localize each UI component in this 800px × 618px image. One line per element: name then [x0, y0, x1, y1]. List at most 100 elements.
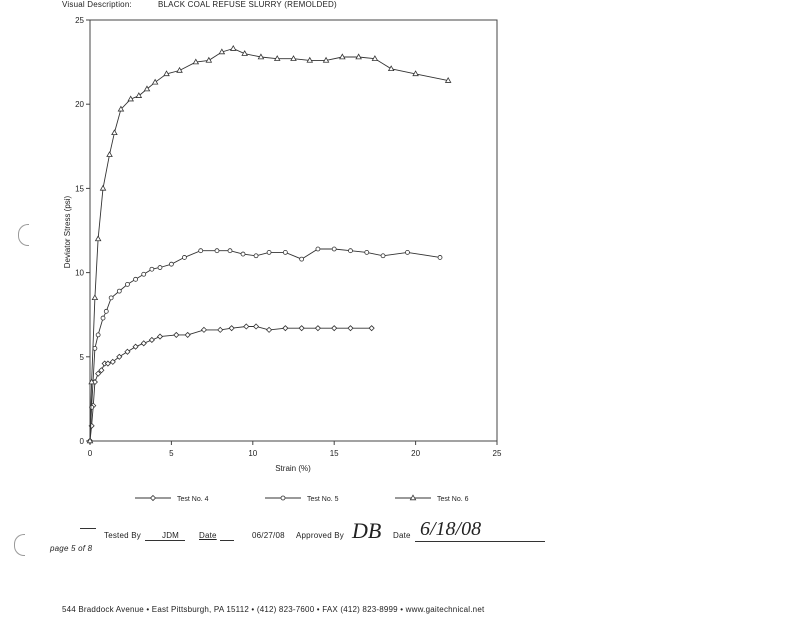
data-point	[229, 45, 237, 51]
y-tick-label: 20	[75, 100, 84, 109]
data-point	[315, 246, 321, 252]
data-point	[95, 332, 101, 338]
data-point	[140, 340, 147, 347]
y-axis-label: Deviator Stress (psi)	[63, 195, 72, 268]
data-point	[299, 256, 305, 262]
series-1	[86, 323, 375, 445]
data-point	[412, 70, 419, 77]
data-point	[173, 331, 180, 338]
data-point	[368, 325, 375, 332]
data-point	[306, 56, 314, 63]
data-point	[92, 345, 98, 351]
data-point	[86, 437, 94, 444]
legend-marker	[149, 494, 157, 502]
data-point	[148, 336, 155, 344]
approved-by-label: Approved By	[296, 531, 345, 540]
data-point	[331, 246, 337, 252]
data-point	[149, 266, 155, 272]
visual-description-value: BLACK COAL REFUSE SLURRY (REMOLDED)	[158, 0, 337, 9]
data-point	[380, 253, 386, 259]
blank-line	[80, 528, 96, 529]
approval-date-label: Date	[393, 531, 411, 540]
legend-label: Test No. 5	[307, 496, 339, 503]
data-point	[217, 326, 224, 333]
legend-item-3: Test No. 6	[395, 494, 469, 503]
legend-marker	[280, 495, 286, 501]
data-point	[253, 253, 259, 259]
series-2	[87, 246, 443, 444]
test-date-line	[220, 540, 234, 541]
legend-item-1: Test No. 4	[135, 494, 209, 503]
data-point	[157, 265, 163, 270]
tested-by-label: Tested By	[104, 531, 141, 540]
data-point	[98, 367, 105, 374]
data-point	[116, 353, 123, 360]
series-line-3	[89, 48, 449, 442]
visual-description-label: Visual Description:	[62, 0, 132, 9]
data-point	[95, 370, 102, 377]
y-tick-label: 10	[75, 269, 84, 278]
y-tick-label: 25	[75, 16, 84, 25]
data-point	[156, 333, 164, 340]
approval-date-value: 6/18/08	[420, 518, 482, 540]
data-point	[168, 261, 174, 267]
data-point	[387, 65, 395, 72]
series-line-1	[89, 326, 372, 442]
data-point	[88, 378, 95, 385]
tested-by-value: JDM	[162, 531, 180, 540]
data-point	[243, 323, 250, 330]
data-point	[94, 235, 102, 242]
data-point	[214, 248, 220, 254]
data-point	[252, 323, 260, 330]
legend-item-2: Test No. 5	[265, 495, 339, 503]
data-point	[444, 77, 452, 83]
x-tick-label: 15	[330, 449, 339, 458]
data-point	[339, 53, 346, 60]
data-point	[266, 249, 272, 255]
page-number: page 5 of 8	[50, 544, 93, 553]
data-point	[99, 184, 107, 191]
data-point	[182, 255, 187, 260]
data-point	[116, 288, 122, 294]
data-point	[364, 249, 370, 255]
data-point	[125, 281, 130, 287]
plot-frame	[89, 19, 498, 442]
data-point	[111, 129, 118, 136]
x-tick-label: 25	[493, 449, 502, 458]
x-axis-label: Strain (%)	[275, 464, 311, 473]
data-point	[141, 271, 147, 277]
data-point	[348, 248, 353, 254]
footer-address: 544 Braddock Avenue • East Pittsburgh, P…	[62, 605, 485, 614]
data-point	[347, 325, 354, 332]
data-point	[405, 249, 410, 255]
data-point	[184, 331, 191, 338]
data-point	[322, 56, 330, 63]
approved-by-signature: DB	[352, 518, 382, 543]
data-point	[228, 325, 235, 332]
data-point	[205, 56, 213, 63]
x-tick-label: 5	[169, 449, 174, 458]
data-point	[163, 70, 170, 77]
approval-date-line	[415, 541, 545, 542]
data-point	[117, 105, 125, 112]
data-point	[266, 326, 273, 333]
data-point	[200, 326, 208, 333]
data-point	[282, 249, 288, 255]
data-point	[104, 360, 111, 367]
data-point	[132, 343, 139, 350]
data-point	[124, 348, 131, 355]
data-point	[109, 358, 116, 365]
data-point	[198, 248, 204, 254]
legend-label: Test No. 6	[437, 496, 469, 503]
data-point	[108, 295, 114, 301]
data-point	[127, 95, 134, 102]
data-point	[89, 404, 95, 410]
data-point	[133, 276, 138, 282]
data-point	[257, 53, 265, 60]
data-point	[437, 255, 443, 260]
y-tick-label: 0	[80, 437, 85, 446]
data-point	[282, 325, 289, 332]
data-point	[355, 53, 362, 60]
y-tick-label: 15	[75, 184, 84, 193]
